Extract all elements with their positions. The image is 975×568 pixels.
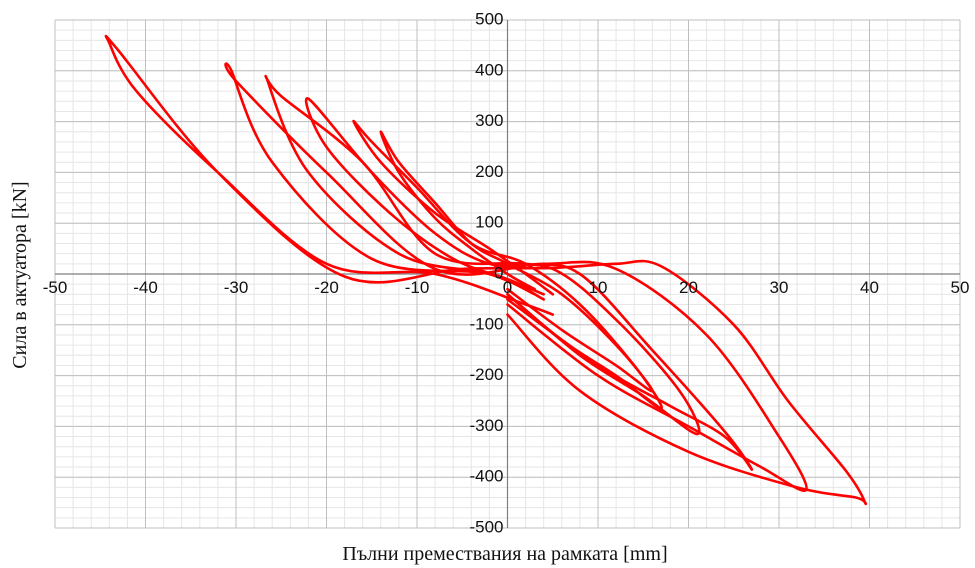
y-tick-label: -200 xyxy=(469,365,503,384)
series-loop-5 xyxy=(224,62,808,493)
y-tick-label: -300 xyxy=(469,416,503,435)
y-tick-label: 500 xyxy=(475,9,503,28)
y-axis-title: Сила в актуатора [kN] xyxy=(9,181,31,368)
y-tick-label: 400 xyxy=(475,60,503,79)
x-tick-label: 20 xyxy=(679,278,698,297)
x-tick-label: 0 xyxy=(503,278,512,297)
x-axis-title: Пълни премествания на рамката [mm] xyxy=(342,543,667,565)
y-tick-label: 0 xyxy=(494,263,503,282)
series-loop-6 xyxy=(104,34,868,506)
series-loop-4 xyxy=(264,74,754,471)
y-tick-label: 200 xyxy=(475,162,503,181)
x-tick-label: -10 xyxy=(405,278,430,297)
x-tick-label: 50 xyxy=(951,278,970,297)
y-tick-label: -500 xyxy=(469,517,503,536)
y-tick-labels: 500 400 300 200 100 0 -100 -200 -300 -400 -500 xyxy=(469,9,503,536)
y-tick-label: 300 xyxy=(475,111,503,130)
x-tick-label: -30 xyxy=(224,278,249,297)
y-tick-label: -400 xyxy=(469,467,503,486)
x-tick-label: 30 xyxy=(770,278,789,297)
x-tick-label: -50 xyxy=(43,278,68,297)
x-tick-label: 10 xyxy=(589,278,608,297)
x-tick-labels: -50 -40 -30 -20 -10 0 10 20 30 40 50 xyxy=(43,278,970,297)
y-tick-label: 100 xyxy=(475,213,503,232)
y-tick-label: -100 xyxy=(469,314,503,333)
series-hysteresis xyxy=(104,34,868,506)
x-tick-label: -20 xyxy=(314,278,339,297)
x-tick-label: 40 xyxy=(860,278,879,297)
x-tick-label: -40 xyxy=(133,278,158,297)
